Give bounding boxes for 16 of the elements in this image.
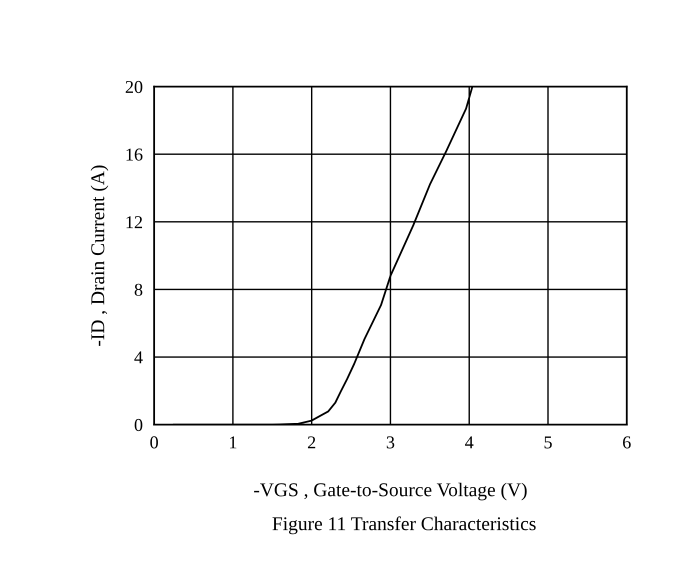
y-tick-label: 12: [126, 216, 142, 228]
x-axis-title: -VGS , Gate-to-Source Voltage (V): [254, 482, 527, 500]
x-tick-label: 6: [623, 436, 631, 448]
x-tick-label: 4: [465, 436, 474, 448]
x-tick-label: 1: [230, 436, 236, 448]
y-tick-label: 0: [134, 418, 142, 432]
x-tick-label: 2: [308, 436, 316, 448]
x-tick-label: 5: [544, 436, 552, 448]
y-tick-label: 4: [134, 351, 143, 364]
y-tick-label: 8: [134, 284, 142, 296]
y-tick-label: 16: [126, 148, 142, 161]
caption: Figure 11 Transfer Characteristics: [272, 516, 536, 534]
x-tick-label: 3: [386, 436, 394, 448]
x-tick-label: 0: [150, 436, 158, 448]
y-tick-label: 20: [126, 80, 142, 94]
y-axis-title: -ID , Drain Current (A): [90, 166, 108, 346]
